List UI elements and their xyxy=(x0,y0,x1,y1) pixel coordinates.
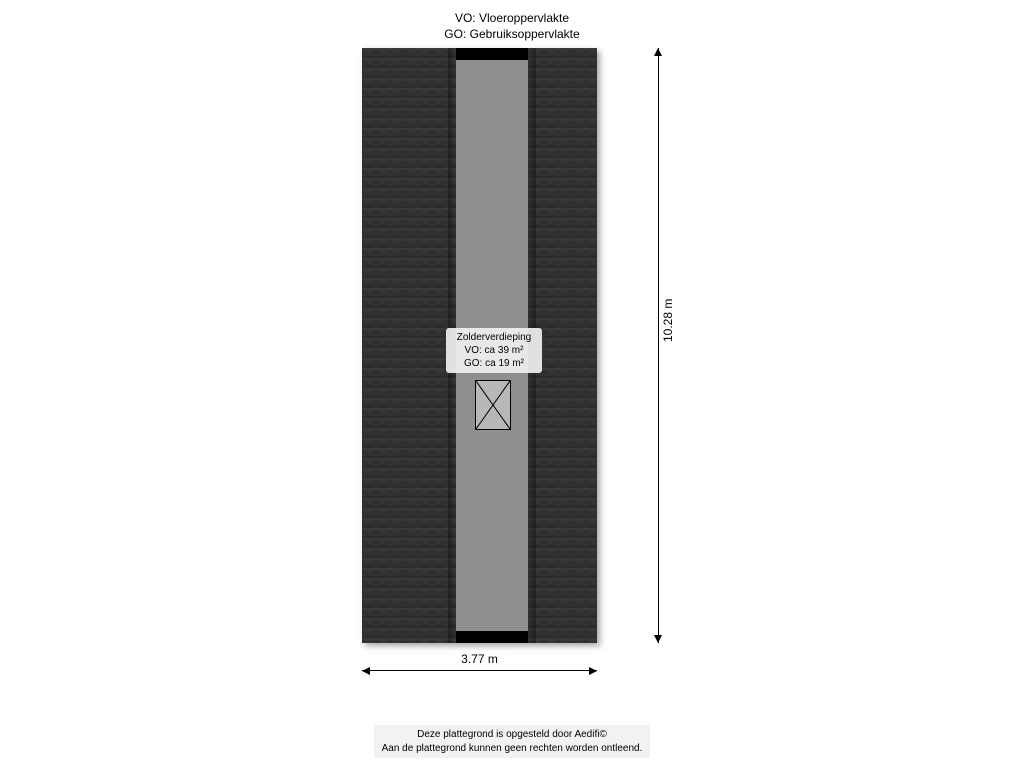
legend: VO: Vloeroppervlakte GO: Gebruiksoppervl… xyxy=(0,10,1024,42)
dimension-height-line xyxy=(658,48,659,643)
floorplan-canvas: VO: Vloeroppervlakte GO: Gebruiksoppervl… xyxy=(0,0,1024,768)
room-label: Zolderverdieping VO: ca 39 m² GO: ca 19 … xyxy=(446,328,542,373)
arrow-down-icon xyxy=(654,635,662,643)
footer-line2: Aan de plattegrond kunnen geen rechten w… xyxy=(382,743,643,754)
arrow-up-icon xyxy=(654,48,662,56)
plan-outer: Zolderverdieping VO: ca 39 m² GO: ca 19 … xyxy=(362,48,597,643)
footer-note-box: Deze plattegrond is opgesteld door Aedif… xyxy=(374,725,651,758)
ridge-top xyxy=(456,48,528,60)
legend-go: GO: Gebruiksoppervlakte xyxy=(0,26,1024,42)
room-vo: VO: ca 39 m² xyxy=(448,344,540,357)
footer-note: Deze plattegrond is opgesteld door Aedif… xyxy=(0,725,1024,758)
dimension-width: 3.77 m xyxy=(362,670,597,671)
ridge-bottom xyxy=(456,631,528,643)
room-name: Zolderverdieping xyxy=(448,331,540,344)
dimension-height-label: 10.28 m xyxy=(661,294,675,345)
dimension-height: 10.28 m xyxy=(650,48,670,643)
footer-line1: Deze plattegrond is opgesteld door Aedif… xyxy=(417,729,607,740)
dimension-width-line xyxy=(362,670,597,671)
dimension-width-label: 3.77 m xyxy=(450,652,510,666)
room-go: GO: ca 19 m² xyxy=(448,357,540,370)
legend-vo: VO: Vloeroppervlakte xyxy=(0,10,1024,26)
stairwell-cross-icon xyxy=(476,381,510,429)
stairwell xyxy=(475,380,511,430)
arrow-left-icon xyxy=(362,667,370,675)
arrow-right-icon xyxy=(589,667,597,675)
